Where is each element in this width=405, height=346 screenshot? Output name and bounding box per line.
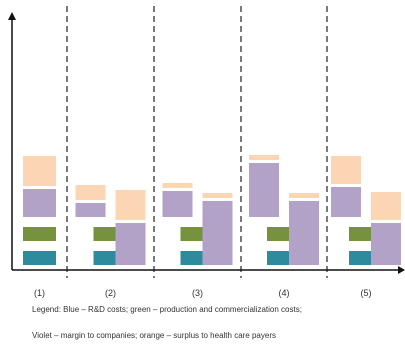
- group-label: (2): [105, 288, 116, 298]
- bar-segment: [249, 155, 279, 160]
- bar-segment: [371, 223, 401, 265]
- bar-segment: [331, 156, 361, 184]
- bar-segment: [371, 192, 401, 220]
- bar-segment: [289, 201, 319, 265]
- group-label: (4): [279, 288, 290, 298]
- bar-segment: [23, 189, 56, 217]
- y-axis-arrowhead: [8, 12, 16, 20]
- bar-segment: [115, 190, 146, 220]
- bar-segment: [75, 185, 106, 200]
- bar-segment: [23, 251, 56, 265]
- legend-line-1: Legend: Blue – R&D costs; green – produc…: [32, 305, 302, 314]
- bar-segment: [115, 223, 146, 265]
- legend-line-2: Violet – margin to companies; orange – s…: [32, 331, 276, 340]
- bar-segment: [162, 183, 193, 188]
- bar-segment: [75, 203, 106, 217]
- bar-segment: [162, 191, 193, 217]
- bar-segment: [23, 156, 56, 186]
- bar-segment: [202, 193, 233, 198]
- group-label: (3): [192, 288, 203, 298]
- bar-segment: [23, 227, 56, 241]
- x-axis-arrowhead: [398, 266, 405, 274]
- bar-segment: [202, 201, 233, 265]
- bar-segment: [331, 187, 361, 217]
- group-label: (5): [361, 288, 372, 298]
- bar-segment: [249, 163, 279, 217]
- group-label: (1): [34, 288, 45, 298]
- bar-segment: [289, 193, 319, 198]
